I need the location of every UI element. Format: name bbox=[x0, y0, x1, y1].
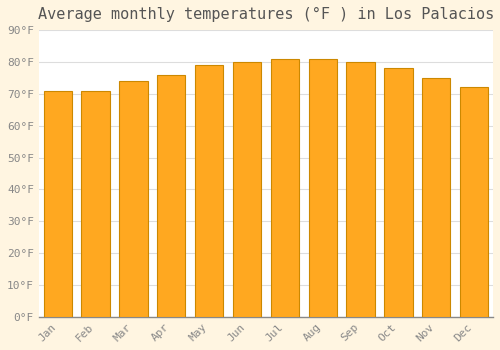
Bar bbox=[460, 88, 488, 317]
Bar bbox=[195, 65, 224, 317]
Bar bbox=[384, 68, 412, 317]
Bar bbox=[157, 75, 186, 317]
Bar bbox=[44, 91, 72, 317]
Title: Average monthly temperatures (°F ) in Los Palacios: Average monthly temperatures (°F ) in Lo… bbox=[38, 7, 494, 22]
Bar bbox=[346, 62, 375, 317]
Bar bbox=[270, 59, 299, 317]
Bar bbox=[308, 59, 337, 317]
Bar bbox=[422, 78, 450, 317]
Bar bbox=[82, 91, 110, 317]
Bar bbox=[119, 81, 148, 317]
Bar bbox=[233, 62, 261, 317]
